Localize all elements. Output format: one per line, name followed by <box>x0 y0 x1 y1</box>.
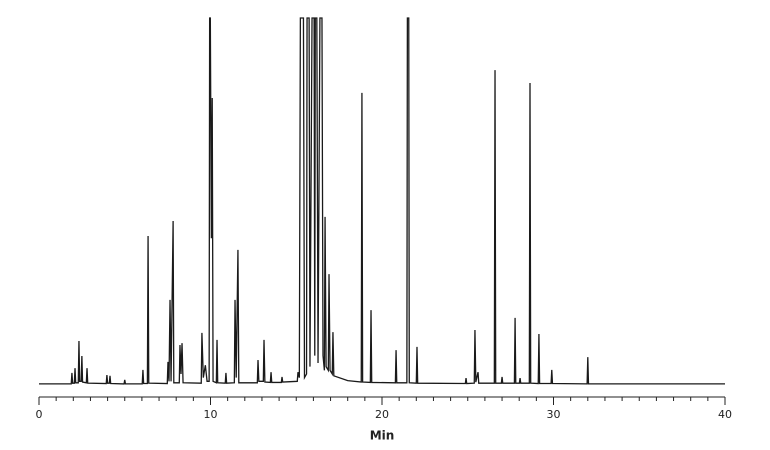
x-tick-label: 40 <box>718 408 732 421</box>
x-tick-label: 30 <box>547 408 561 421</box>
trace <box>39 17 725 385</box>
x-tick-label: 20 <box>375 408 389 421</box>
x-axis-label: Min <box>370 429 395 443</box>
x-tick-label: 0 <box>36 408 43 421</box>
x-tick-label: 10 <box>204 408 218 421</box>
